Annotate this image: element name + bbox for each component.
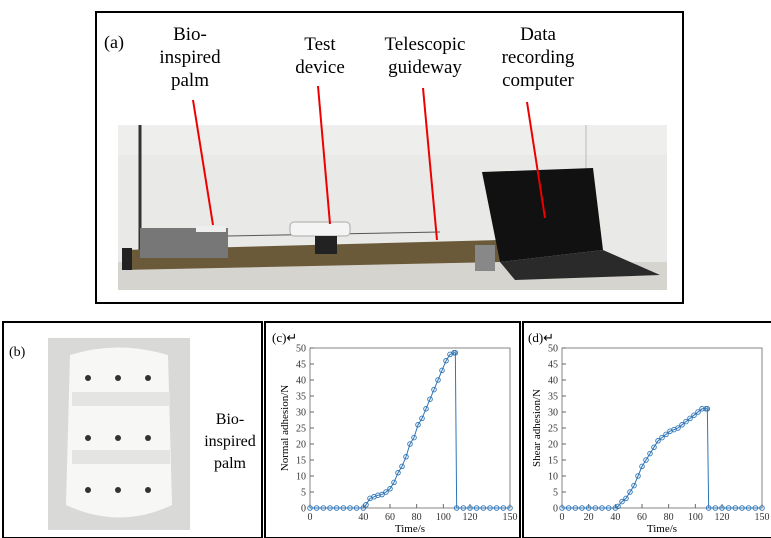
panel-label: (a)	[104, 32, 124, 53]
x-axis-label: Time/s	[395, 523, 425, 535]
chart-title: (c)↵	[272, 330, 297, 345]
x-tick-label: 100	[688, 512, 703, 523]
photo-b	[48, 338, 190, 530]
annotation-line: device	[295, 57, 345, 78]
annotation-line: Bio-	[216, 411, 244, 428]
y-tick-label: 40	[548, 376, 558, 387]
x-tick-label: 60	[385, 512, 395, 523]
y-tick-label: 45	[548, 360, 558, 371]
x-tick-label: 0	[560, 512, 565, 523]
annotation-line: inspired	[159, 47, 221, 68]
x-tick-label: 40	[358, 512, 368, 523]
y-tick-label: 15	[548, 456, 558, 467]
x-tick-label: 100	[436, 512, 451, 523]
annotation-line: Telescopic	[385, 34, 466, 55]
annotation-line: recording	[502, 47, 575, 68]
y-tick-label: 15	[296, 456, 306, 467]
y-tick-label: 50	[296, 344, 306, 355]
x-axis-label: Time/s	[647, 523, 677, 535]
annotation-line: Bio-	[173, 24, 207, 45]
x-tick-label: 0	[308, 512, 313, 523]
y-tick-label: 40	[296, 376, 306, 387]
y-tick-label: 0	[553, 504, 558, 515]
annotation-line: guideway	[388, 57, 462, 78]
x-tick-label: 20	[584, 512, 594, 523]
y-tick-label: 10	[548, 472, 558, 483]
y-tick-label: 45	[296, 360, 306, 371]
chart-title: (d)↵	[528, 330, 554, 345]
x-tick-label: 120	[715, 512, 730, 523]
x-tick-label: 40	[610, 512, 620, 523]
y-tick-label: 35	[296, 392, 306, 403]
y-tick-label: 10	[296, 472, 306, 483]
annotation-line: palm	[214, 455, 247, 472]
annotation: Datarecordingcomputer	[502, 24, 575, 91]
annotation-line: Test	[304, 34, 336, 55]
annotation: Bio-inspired palm	[204, 411, 256, 472]
plot-area	[310, 348, 510, 508]
annotation-line: palm	[171, 70, 209, 91]
y-tick-label: 0	[301, 504, 306, 515]
y-axis-label: Normal adhesion/N	[279, 385, 291, 472]
y-tick-label: 20	[296, 440, 306, 451]
panel-label: (b)	[9, 345, 26, 360]
x-tick-label: 80	[664, 512, 674, 523]
x-tick-label: 150	[503, 512, 518, 523]
y-tick-label: 5	[301, 488, 306, 499]
y-tick-label: 50	[548, 344, 558, 355]
y-tick-label: 35	[548, 392, 558, 403]
y-tick-label: 30	[548, 408, 558, 419]
x-tick-label: 150	[755, 512, 770, 523]
annotation-line: computer	[502, 70, 574, 91]
y-tick-label: 30	[296, 408, 306, 419]
y-tick-label: 5	[553, 488, 558, 499]
x-tick-label: 60	[637, 512, 647, 523]
y-axis-label: Shear adhesion/N	[531, 389, 543, 467]
annotation: Testdevice	[295, 34, 345, 78]
annotation-line: inspired	[204, 433, 256, 450]
y-tick-label: 20	[548, 440, 558, 451]
figure: (a) Bio-inspiredpalmTestdeviceTelescopic…	[0, 0, 771, 538]
x-tick-label: 120	[463, 512, 478, 523]
y-tick-label: 25	[296, 424, 306, 435]
x-tick-label: 80	[412, 512, 422, 523]
annotation-line: Data	[520, 24, 556, 45]
plot-area	[562, 348, 762, 508]
y-tick-label: 25	[548, 424, 558, 435]
